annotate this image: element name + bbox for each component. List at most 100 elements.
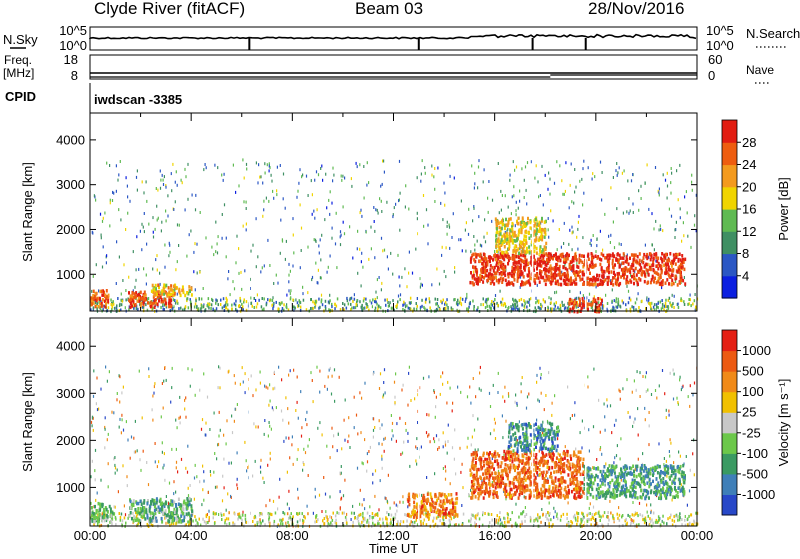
velocity-ground-scatter [604, 511, 606, 514]
velocity-ground-scatter [677, 519, 679, 522]
power-echo-3 [606, 267, 608, 271]
power-speckle [129, 200, 130, 203]
velocity-speckle [90, 502, 91, 505]
power-echo-3 [633, 258, 635, 262]
velocity-speckle [352, 505, 353, 508]
power-ground-scatter [294, 307, 296, 310]
power-echo-3 [556, 256, 558, 259]
power-echo-3 [617, 272, 619, 276]
power-ground-scatter [352, 300, 354, 303]
velocity-speckle [218, 513, 219, 516]
velocity-speckle [340, 498, 341, 501]
power-echo-3 [671, 279, 673, 283]
power-ground-scatter [380, 306, 382, 309]
power-speckle [172, 163, 173, 166]
power-speckle [538, 195, 539, 198]
power-speckle [502, 194, 503, 197]
power-speckle [103, 217, 104, 220]
power-speckle [554, 291, 555, 294]
velocity-speckle [295, 409, 296, 412]
power-echo-3 [622, 256, 624, 260]
power-ground-scatter [513, 300, 515, 303]
velocity-speckle [173, 492, 174, 495]
power-echo-4 [520, 241, 522, 245]
velocity-speckle [293, 369, 294, 372]
power-echo-3 [569, 266, 571, 270]
velocity-speckle [283, 440, 284, 443]
power-echo-2 [181, 289, 183, 293]
power-echo-2 [163, 289, 165, 293]
velocity-ground-scatter [561, 515, 563, 518]
power-ground-scatter [235, 308, 237, 311]
power-speckle [277, 282, 278, 285]
power-speckle [417, 212, 418, 215]
power-echo-3 [636, 273, 638, 277]
power-ground-scatter [672, 302, 674, 305]
power-echo-3 [563, 258, 565, 262]
power-ground-scatter [196, 305, 198, 308]
power-ground-scatter [208, 307, 210, 310]
velocity-speckle [244, 441, 245, 444]
velocity-speckle [373, 373, 374, 376]
velocity-ground-scatter [379, 518, 381, 521]
power-speckle [244, 177, 245, 180]
power-speckle [193, 270, 194, 273]
power-speckle [288, 289, 289, 292]
velocity-ground-scatter [546, 517, 548, 520]
power-ground-scatter [325, 307, 327, 310]
velocity-speckle [638, 434, 639, 437]
velocity-speckle [177, 426, 178, 429]
power-speckle [477, 186, 478, 189]
velocity-ground-scatter [291, 512, 293, 515]
power-ground-scatter [297, 301, 299, 304]
velocity-ground-scatter [338, 512, 340, 515]
power-echo-2 [188, 285, 190, 289]
power-echo-3 [680, 263, 682, 267]
power-speckle [349, 225, 350, 228]
velocity-speckle [363, 498, 364, 501]
power-speckle [388, 268, 389, 271]
power-echo-3 [612, 283, 614, 287]
velocity-speckle [267, 387, 268, 390]
power-speckle [276, 189, 277, 192]
power-echo-1 [161, 298, 163, 302]
power-speckle [648, 208, 649, 211]
power-echo-3 [520, 283, 522, 287]
power-speckle [173, 305, 174, 308]
power-speckle [481, 244, 482, 247]
velocity-ground-scatter [577, 516, 579, 519]
power-echo-1 [154, 306, 156, 310]
velocity-speckle [504, 400, 505, 403]
power-speckle [583, 294, 584, 297]
power-ground-scatter [252, 305, 254, 308]
power-speckle [605, 294, 606, 297]
power-ground-scatter [175, 302, 177, 305]
power-ground-scatter [515, 303, 517, 306]
velocity-speckle [288, 422, 289, 425]
velocity-echo-1 [141, 515, 143, 519]
power-ground-scatter [488, 298, 490, 301]
velocity-ground-scatter [672, 519, 674, 522]
velocity-speckle [402, 452, 403, 455]
velocity-ground-scatter [566, 513, 568, 516]
power-speckle [213, 253, 214, 256]
power-speckle [524, 196, 525, 199]
velocity-speckle [115, 506, 116, 509]
velocity-speckle [615, 419, 616, 422]
power-echo-3 [517, 269, 519, 273]
power-speckle [501, 209, 502, 212]
velocity-speckle [570, 417, 571, 420]
power-speckle [240, 271, 241, 274]
power-ground-scatter [96, 307, 98, 310]
power-speckle [387, 255, 388, 258]
power-speckle [264, 162, 265, 165]
power-ground-scatter [310, 307, 312, 310]
power-ground-scatter [665, 302, 667, 305]
power-echo-3 [654, 277, 656, 281]
power-speckle [571, 163, 572, 166]
power-ground-scatter [465, 298, 467, 301]
velocity-speckle [670, 442, 671, 445]
power-echo-2 [175, 286, 177, 290]
power-speckle [109, 164, 110, 167]
velocity-speckle [680, 455, 681, 458]
